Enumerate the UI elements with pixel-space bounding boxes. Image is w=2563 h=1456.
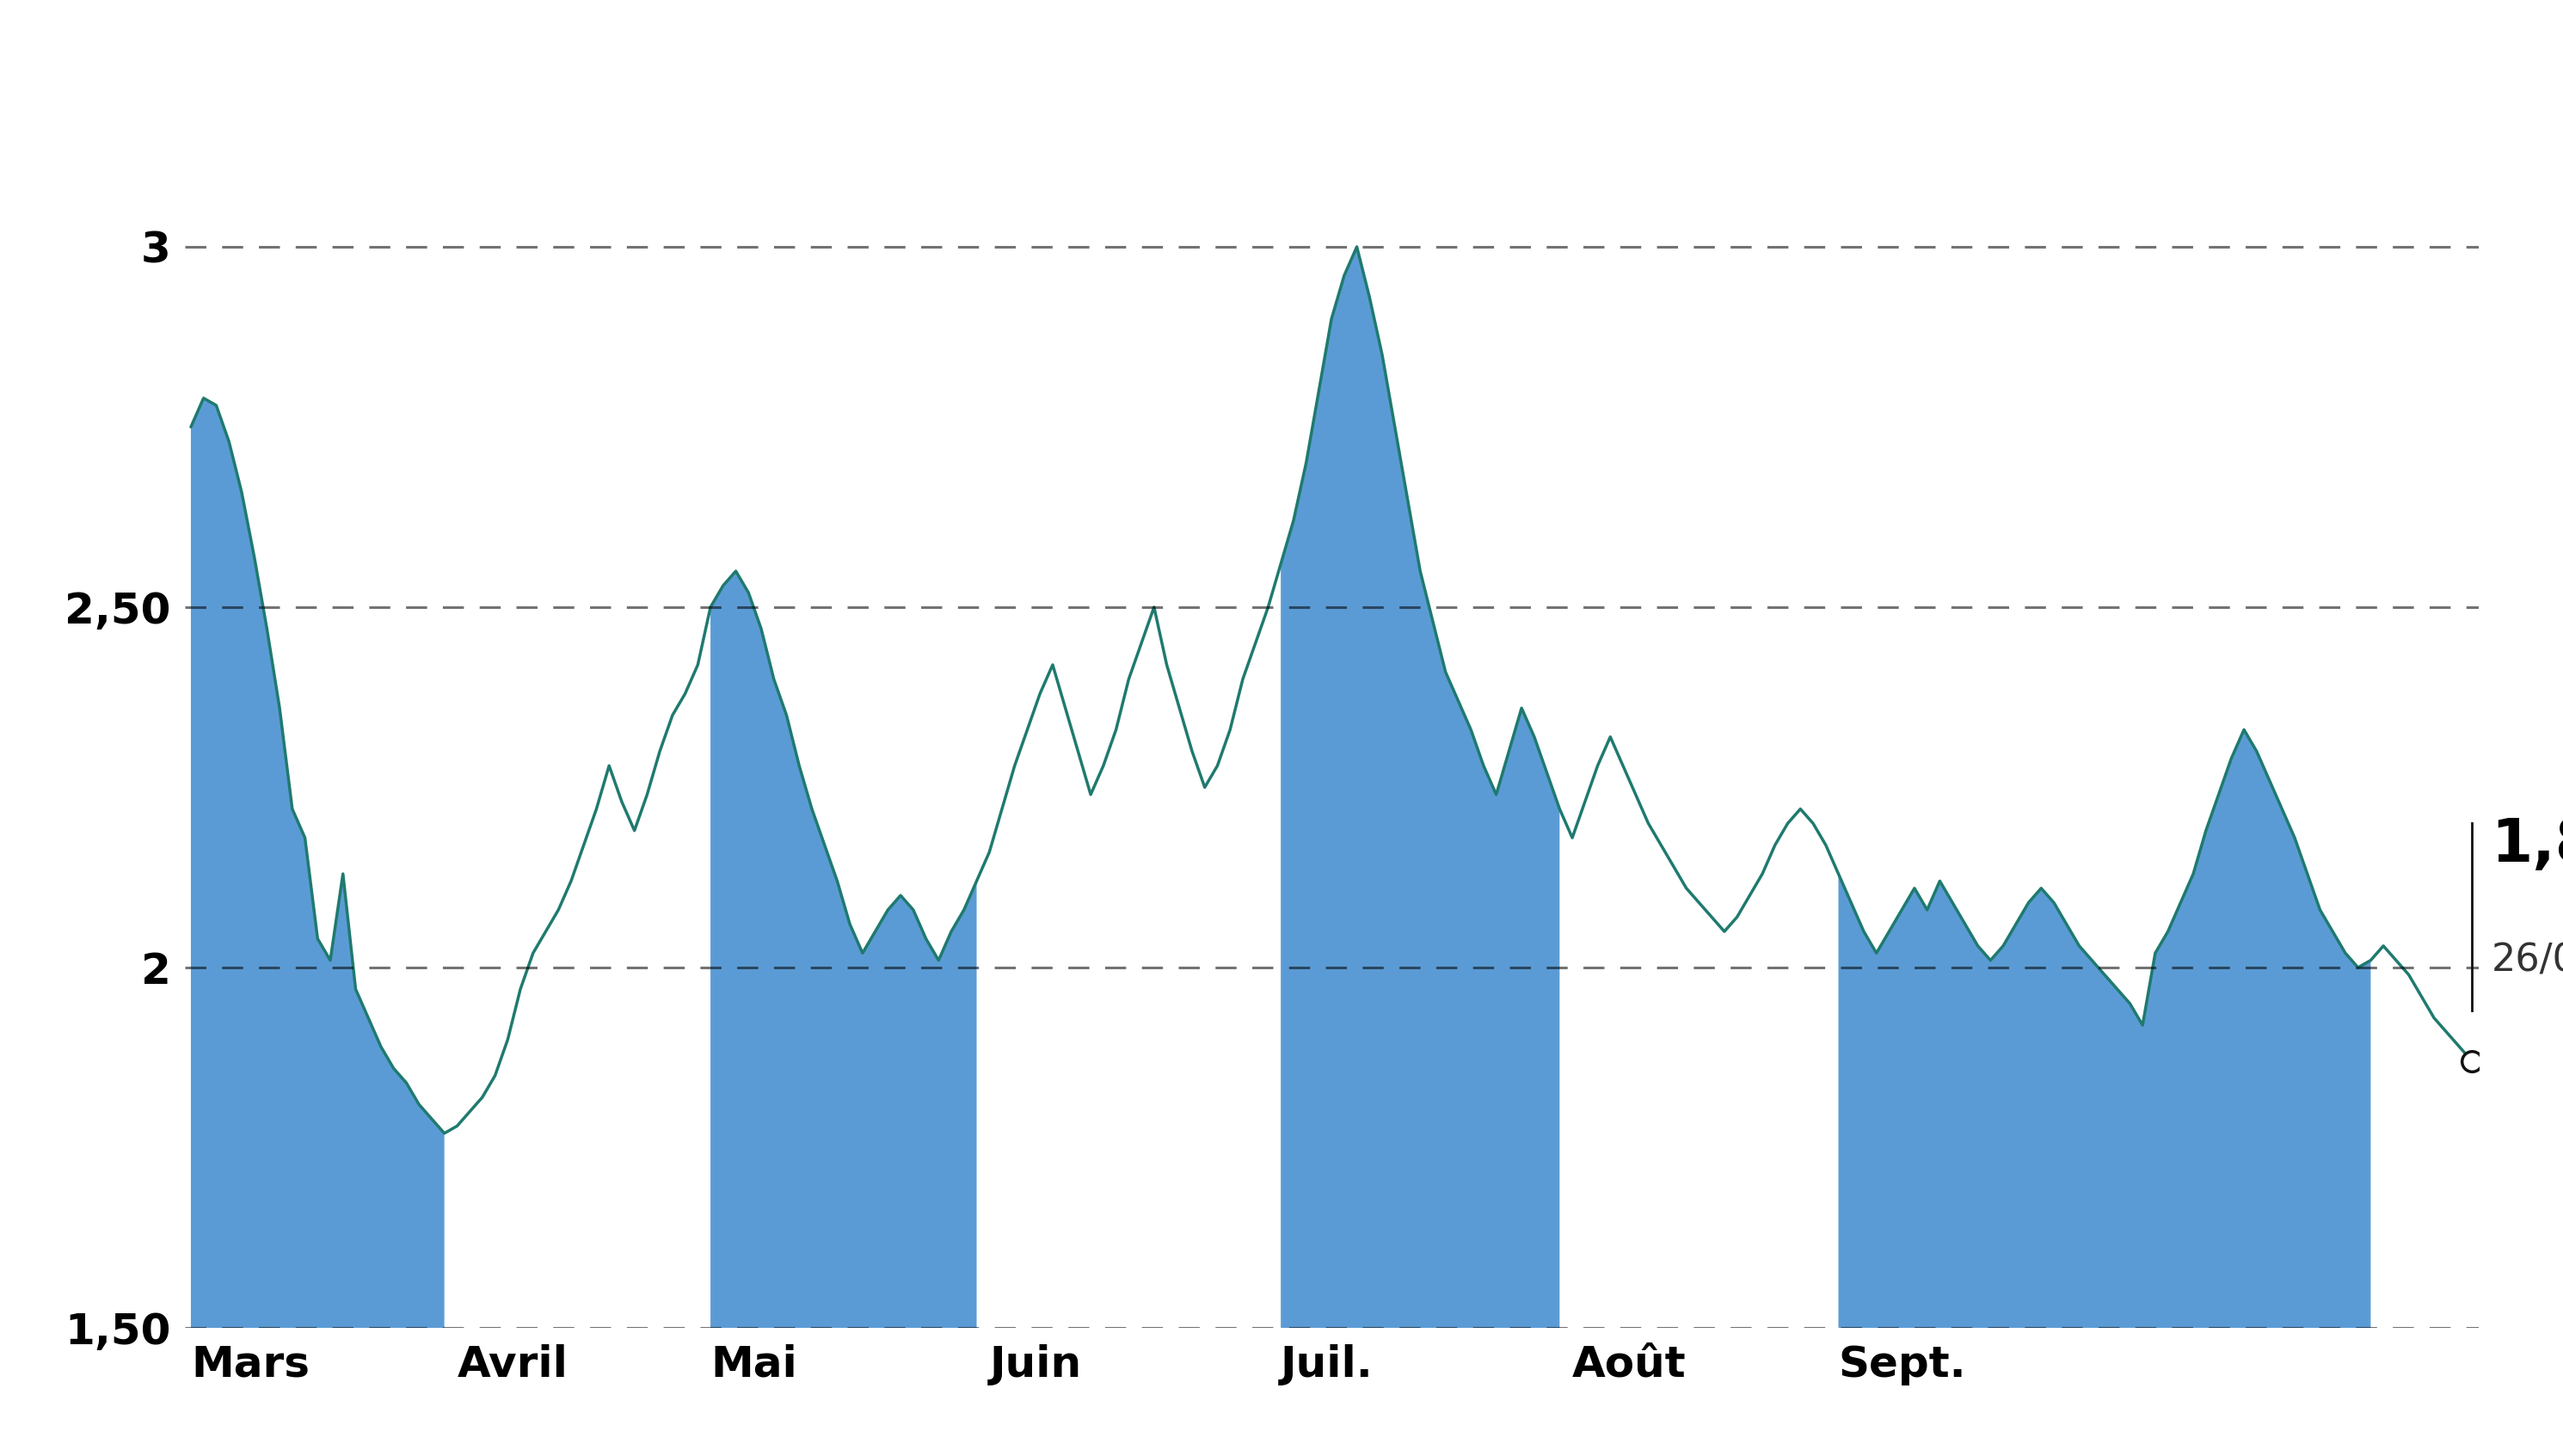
- Text: 1,87: 1,87: [2491, 817, 2563, 874]
- Text: 26/09: 26/09: [2491, 942, 2563, 978]
- Text: NFL BIOSCIENCES: NFL BIOSCIENCES: [805, 35, 1758, 128]
